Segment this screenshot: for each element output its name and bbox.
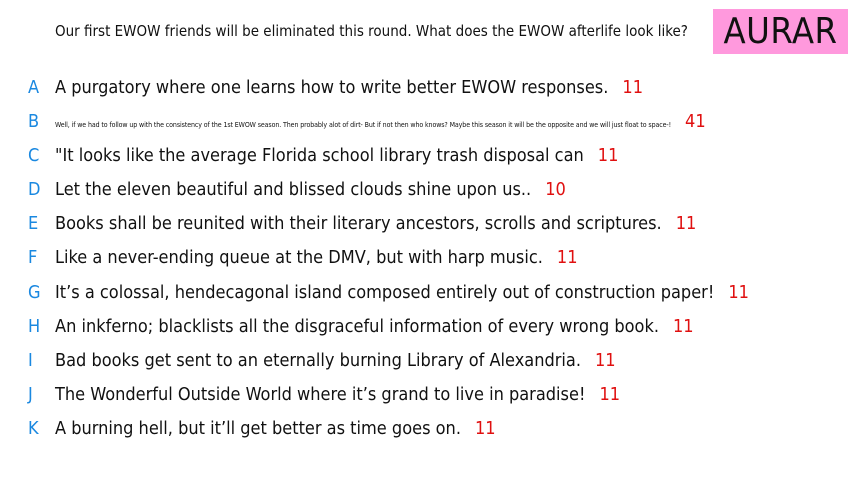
word-count: 11 — [597, 144, 619, 166]
response-body: It’s a colossal, hendecagonal island com… — [55, 282, 749, 303]
response-letter: E — [28, 212, 39, 234]
response-text: It’s a colossal, hendecagonal island com… — [55, 281, 715, 303]
response-body: A purgatory where one learns how to writ… — [55, 77, 643, 98]
response-text: Well, if we had to follow up with the co… — [55, 120, 672, 129]
response-letter: I — [28, 349, 33, 371]
response-letter: D — [28, 178, 41, 200]
response-text: "It looks like the average Florida schoo… — [55, 144, 584, 166]
response-body: Well, if we had to follow up with the co… — [55, 111, 706, 132]
response-letter: F — [28, 246, 38, 268]
response-letter: A — [28, 76, 40, 98]
response-body: The Wonderful Outside World where it’s g… — [55, 384, 620, 405]
word-count: 11 — [728, 281, 749, 303]
word-count: 11 — [556, 246, 578, 268]
word-count: 10 — [545, 178, 566, 200]
prompt-question: Our first EWOW friends will be eliminate… — [55, 22, 688, 40]
contestant-tag: AURAR — [713, 9, 848, 54]
word-count: 41 — [685, 110, 706, 132]
response-text: Like a never-ending queue at the DMV, bu… — [55, 246, 543, 268]
response-body: Books shall be reunited with their liter… — [55, 213, 696, 234]
response-body: "It looks like the average Florida schoo… — [55, 145, 618, 166]
response-letter: J — [28, 383, 33, 405]
response-body: Like a never-ending queue at the DMV, bu… — [55, 247, 578, 268]
response-letter: H — [28, 315, 41, 337]
word-count: 11 — [599, 383, 621, 405]
response-body: An inkferno; blacklists all the disgrace… — [55, 316, 694, 337]
response-text: Let the eleven beautiful and blissed clo… — [55, 178, 532, 200]
response-text: The Wonderful Outside World where it’s g… — [55, 383, 586, 405]
word-count: 11 — [594, 349, 616, 371]
response-text: Bad books get sent to an eternally burni… — [55, 349, 581, 371]
word-count: 11 — [622, 76, 643, 98]
word-count: 11 — [675, 212, 697, 234]
response-text: A burning hell, but it’ll get better as … — [55, 417, 461, 439]
response-text: An inkferno; blacklists all the disgrace… — [55, 315, 659, 337]
response-text: A purgatory where one learns how to writ… — [55, 76, 609, 98]
response-letter: C — [28, 144, 40, 166]
response-text: Books shall be reunited with their liter… — [55, 212, 662, 234]
word-count: 11 — [474, 417, 496, 439]
response-body: A burning hell, but it’ll get better as … — [55, 418, 496, 439]
response-body: Bad books get sent to an eternally burni… — [55, 350, 616, 371]
response-letter: G — [28, 281, 41, 303]
word-count: 11 — [672, 315, 694, 337]
response-body: Let the eleven beautiful and blissed clo… — [55, 179, 566, 200]
response-letter: B — [28, 110, 40, 132]
response-letter: K — [28, 417, 39, 439]
